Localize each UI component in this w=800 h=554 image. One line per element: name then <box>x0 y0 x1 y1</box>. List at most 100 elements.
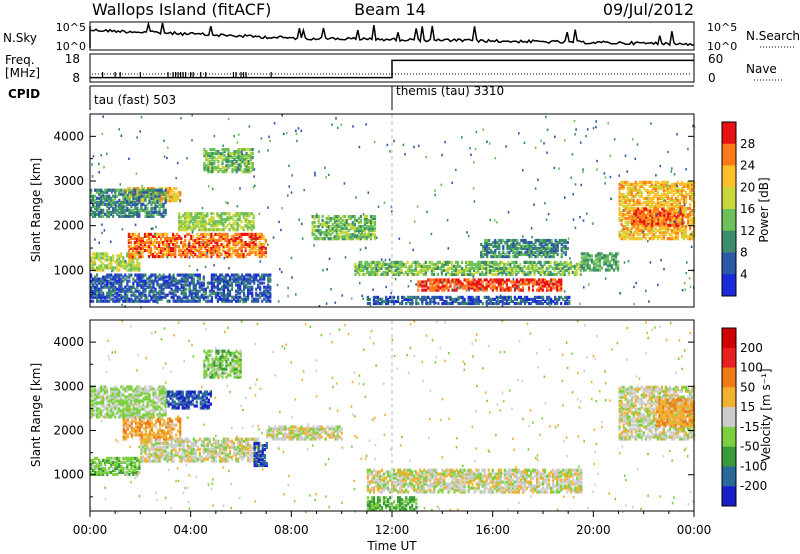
power-cells-cell <box>471 278 474 282</box>
power-cells-cell <box>94 275 97 279</box>
power-cells-cell <box>202 250 205 255</box>
power-cells-cell <box>108 279 111 283</box>
power-cells-cell <box>370 262 373 266</box>
power-cells-cell <box>481 270 484 274</box>
power-cells-cell <box>347 229 350 233</box>
nsearch-label: N.Search <box>746 29 800 43</box>
power-cells-cell <box>644 233 647 237</box>
power-cells-cell <box>548 246 551 251</box>
power-cells-cell <box>673 215 676 219</box>
power-cells-cell <box>224 234 227 238</box>
power-cells-cell <box>174 252 177 257</box>
power-cells-cell <box>358 270 361 274</box>
power-cells-cell <box>186 220 189 224</box>
power-cells-cell <box>211 162 214 166</box>
power-cells-cell <box>208 242 211 247</box>
power-cells-cell <box>371 221 375 225</box>
power-cells-cell <box>676 198 680 203</box>
power-cells-cell <box>225 166 228 170</box>
power-cells-cell <box>152 283 155 287</box>
power-cells-cell <box>376 272 379 276</box>
power-cells-cell <box>156 194 159 198</box>
power-cells-cell <box>691 196 694 201</box>
power-cells-cell <box>444 260 448 264</box>
power-cells-cell <box>196 240 199 245</box>
power-cells-cell <box>258 240 261 245</box>
power-cells-cell <box>632 235 635 239</box>
power-cells-cell <box>493 284 496 288</box>
power-cells-cell <box>626 213 629 217</box>
power-cells-cell <box>652 200 655 205</box>
power-cells-scatter-cell <box>163 191 166 194</box>
power-cells-cell <box>108 188 111 192</box>
power-cells-cell <box>180 228 183 232</box>
power-cells-cell <box>509 264 512 268</box>
power-cells-cell <box>94 291 97 295</box>
power-cells-cell <box>178 224 181 228</box>
power-cells-cell <box>586 266 589 270</box>
power-cells-cell <box>662 186 665 190</box>
power-cells-cell <box>124 273 127 277</box>
power-cells-cell <box>455 299 458 304</box>
power-cells-cell <box>676 188 680 192</box>
power-cells-cell <box>488 246 491 251</box>
power-cells-cell <box>465 301 468 306</box>
power-cells-cell <box>341 237 344 241</box>
power-cells-cell <box>518 246 521 251</box>
power-cells-cell <box>367 231 370 235</box>
power-cells-cell <box>421 301 424 306</box>
power-cells-cell <box>252 236 255 241</box>
power-cells-cell <box>188 293 191 297</box>
power-cells-cell <box>168 252 171 257</box>
power-cells-cell <box>168 273 171 277</box>
power-cells-cell <box>369 219 373 223</box>
power-cells-cell <box>373 233 377 237</box>
power-cells-cell <box>108 210 111 214</box>
power-cells-cell <box>108 198 111 202</box>
power-cells-cell <box>182 214 185 218</box>
power-cells-cell <box>650 188 653 192</box>
power-cells-cell <box>261 281 264 285</box>
power-cells-cell <box>222 287 226 291</box>
power-cells-cell <box>523 282 527 286</box>
power-cells-cell <box>141 236 144 241</box>
power-cells-cell <box>376 301 380 306</box>
power-cells-cell <box>509 266 512 270</box>
power-cells-cell <box>180 252 183 257</box>
power-cells-cell <box>250 240 253 245</box>
power-cells-cell <box>132 266 135 270</box>
power-cells-cell <box>104 283 107 287</box>
power-cells-cell <box>110 273 113 277</box>
power-cells-cell <box>671 223 674 227</box>
power-cells-cell <box>170 279 173 283</box>
power-cells-cell <box>130 285 133 289</box>
power-cells-cell <box>134 279 137 283</box>
power-cells-cell <box>626 202 629 207</box>
power-cells-cell <box>682 215 686 219</box>
power-cells-cell <box>343 231 346 235</box>
power-cells-cell <box>90 190 93 194</box>
power-cells-cell <box>648 190 651 194</box>
power-cells-cell <box>132 188 135 192</box>
power-cells-cell <box>196 273 199 277</box>
power-cells-cell <box>521 266 524 270</box>
power-cells-cell <box>618 213 621 217</box>
power-cells-cell <box>620 210 623 215</box>
power-cells-cell <box>660 202 663 207</box>
power-cells-cell <box>487 280 490 284</box>
power-cells-cell <box>626 221 629 225</box>
power-cells-cell <box>258 236 261 241</box>
power-cells-cell <box>210 218 213 222</box>
power-cells-cell <box>260 244 263 249</box>
power-cells-cell <box>503 297 506 301</box>
power-cells-cell <box>565 268 568 272</box>
power-cells-cell <box>154 293 157 297</box>
power-cells-cell <box>508 238 511 243</box>
power-cells-cell <box>406 272 409 276</box>
power-cells-cell <box>236 255 239 259</box>
power-cells-cell <box>598 252 602 256</box>
power-cells-cell <box>684 231 688 235</box>
power-cells-cell <box>104 295 107 299</box>
power-cells-cell <box>620 223 623 227</box>
power-cells-cell <box>507 262 510 266</box>
